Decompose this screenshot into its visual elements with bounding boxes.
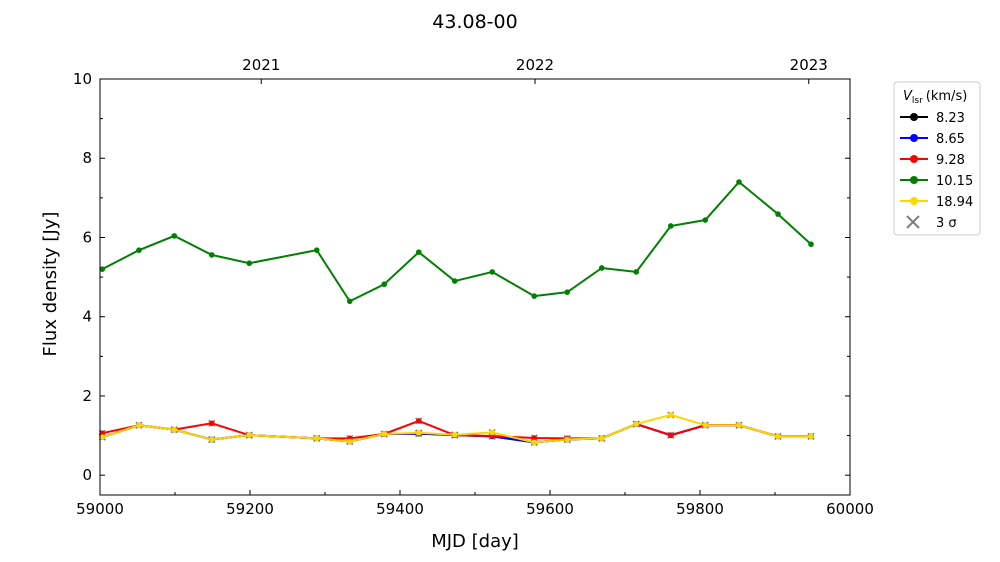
y-axis-label: Flux density [Jy] (40, 212, 61, 357)
legend-label: 18.94 (936, 195, 973, 210)
data-point (564, 436, 571, 443)
svg-text:Vlsr(km/s): Vlsr (km/s) (903, 89, 967, 106)
legend-sigma-label: 3 σ (936, 216, 957, 231)
legend-marker-icon (910, 197, 918, 205)
x-tick-label: 59400 (376, 500, 424, 518)
data-point (564, 289, 571, 295)
data-point (99, 434, 106, 440)
data-point (171, 426, 178, 433)
legend-marker-icon (910, 176, 918, 184)
data-point (246, 260, 253, 267)
data-point (381, 281, 388, 288)
data-point (736, 422, 742, 429)
y-tick-label: 4 (82, 308, 92, 326)
data-point (633, 269, 640, 275)
series-line (101, 180, 812, 303)
data-point (531, 439, 538, 446)
data-point (808, 241, 814, 248)
data-point (702, 422, 709, 429)
data-point (208, 252, 215, 258)
legend-label: 8.65 (936, 132, 965, 147)
x-axis-label: MJD [day] (431, 531, 519, 552)
data-point (136, 422, 142, 429)
y-tick-label: 10 (73, 70, 92, 88)
data-point (346, 298, 353, 305)
x-tick-label: 59200 (226, 500, 274, 518)
series-line (102, 419, 811, 440)
y-tick-label: 0 (82, 466, 92, 484)
data-point (667, 412, 674, 418)
data-point (775, 211, 781, 217)
legend-label: 10.15 (936, 174, 973, 189)
y-tick-label: 6 (82, 228, 92, 246)
data-point (489, 269, 496, 275)
x-tick-label: 59800 (676, 500, 724, 518)
data-point (171, 233, 178, 239)
legend-marker-icon (910, 155, 918, 163)
series-18.94 (98, 411, 815, 446)
data-point (808, 433, 814, 440)
data-point (313, 247, 320, 253)
top-tick-label: 2023 (790, 56, 828, 74)
y-tick-label: 2 (82, 387, 92, 405)
legend-label: 9.28 (936, 153, 965, 168)
data-point (451, 278, 458, 284)
data-point (702, 217, 709, 223)
data-point (598, 435, 605, 442)
data-point (208, 436, 215, 443)
data-point (381, 431, 388, 437)
data-point (775, 433, 781, 440)
series-10.15 (99, 179, 814, 305)
data-point (451, 431, 458, 438)
top-tick-label: 2022 (516, 56, 554, 74)
data-point (99, 430, 106, 436)
data-point (415, 249, 422, 255)
data-point (415, 429, 422, 436)
data-point (313, 435, 320, 442)
sigma-marker-icon (906, 215, 920, 229)
top-tick-label: 2021 (242, 56, 280, 74)
x-tick-label: 60000 (826, 500, 874, 518)
series-line (101, 413, 811, 444)
data-point (136, 247, 142, 253)
data-point (415, 418, 422, 424)
legend-marker-icon (910, 134, 918, 142)
data-point (633, 421, 640, 427)
legend-marker-icon (910, 113, 918, 121)
y-tick-label: 8 (82, 149, 92, 167)
plot-frame (99, 78, 851, 496)
data-point (246, 432, 253, 438)
data-point (489, 429, 496, 436)
data-point (346, 438, 353, 445)
data-point (667, 223, 674, 229)
legend: Vlsr (km/s) 8.23 8.65 9.28 10.15 18.94 3 σ (893, 81, 981, 236)
data-point (531, 293, 538, 299)
x-tick-label: 59600 (526, 500, 574, 518)
data-point (667, 432, 674, 438)
x-tick-label: 59000 (76, 500, 124, 518)
data-point (598, 265, 605, 271)
data-point (531, 435, 538, 441)
data-point (99, 266, 106, 272)
data-point (736, 179, 742, 185)
legend-label: 8.23 (936, 111, 965, 126)
data-point (208, 420, 215, 427)
chart-title: 43.08-00 (432, 11, 517, 33)
